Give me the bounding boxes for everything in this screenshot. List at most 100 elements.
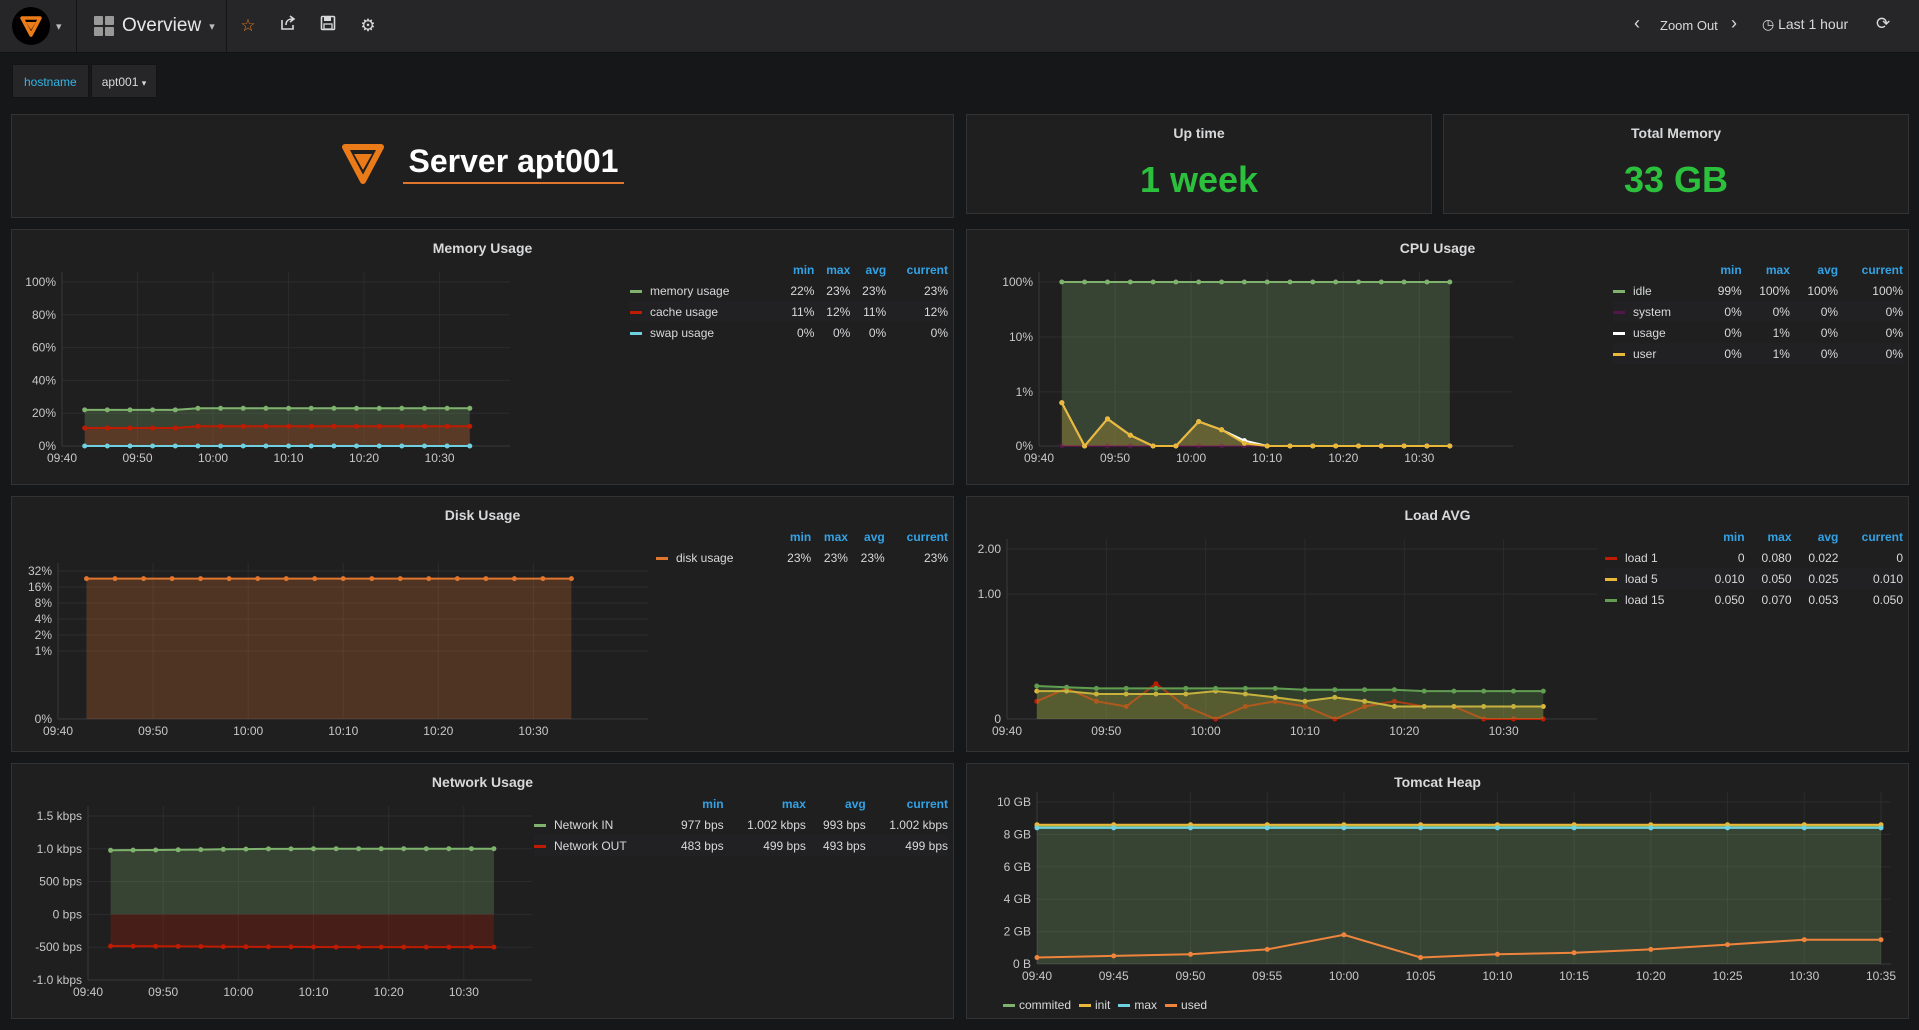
data-point [1241, 440, 1247, 446]
legend-series-name[interactable]: load 5 [1605, 568, 1698, 589]
legend-series-name[interactable]: disk usage [656, 547, 774, 568]
legend-row[interactable]: load 5 0.010 0.050 0.025 0.010 [1605, 568, 1903, 589]
legend-row[interactable]: user 0% 1% 0% 0% [1613, 343, 1903, 364]
legend-series-name[interactable]: cache usage [630, 301, 779, 322]
chevron-left-icon[interactable]: ‹ [1634, 13, 1640, 33]
tomcat-heap-chart: 10 GB 8 GB 6 GB 4 GB 2 GB 0 B09:40 09:45 09:50 0… [997, 792, 1896, 983]
data-point [1511, 716, 1516, 722]
data-point [1341, 932, 1347, 938]
caret-down-icon[interactable]: ▾ [56, 21, 62, 33]
data-point [376, 443, 382, 449]
legend-series-name[interactable]: Network OUT [534, 835, 664, 856]
data-point [1421, 704, 1427, 709]
data-point [141, 576, 147, 582]
legend-row[interactable]: load 15 0.050 0.070 0.053 0.050 [1605, 589, 1903, 610]
share-icon[interactable] [276, 14, 300, 38]
legend-table: min max avg current idle 99% 100% 100% 100% syste… [1613, 262, 1903, 364]
data-point [1111, 953, 1117, 959]
legend-row[interactable]: load 1 0 0.080 0.022 0 [1605, 547, 1903, 568]
chevron-right-icon[interactable]: › [1731, 13, 1737, 33]
data-point [1310, 279, 1316, 285]
legend-row[interactable]: Network OUT 483 bps 499 bps 493 bps 499 bps [534, 835, 948, 856]
legend-series-name[interactable]: memory usage [630, 280, 778, 301]
legend-series-name[interactable]: user [1613, 343, 1705, 364]
refresh-icon[interactable]: ⟳ [1876, 14, 1891, 33]
legend-current-value: 23% [923, 550, 948, 565]
legend-row[interactable]: cache usage 11% 12% 11% 12% [630, 301, 948, 322]
legend-series-name[interactable]: usage [1613, 322, 1704, 343]
legend-swatch [1605, 556, 1617, 560]
star-icon[interactable]: ☆ [240, 16, 256, 35]
legend-avg-value: 0.053 [1808, 592, 1839, 607]
data-point [1153, 685, 1159, 691]
series-area [1036, 691, 1544, 719]
data-point [1093, 698, 1099, 704]
data-point [240, 423, 246, 429]
data-point [218, 423, 224, 429]
data-point [1424, 443, 1430, 449]
legend-swatch [1613, 331, 1625, 335]
data-point [422, 443, 427, 449]
legend-row[interactable]: swap usage 0% 0% 0% 0% [630, 322, 948, 343]
gear-icon[interactable]: ⚙ [360, 16, 376, 35]
time-picker[interactable]: ◷ Last 1 hour [1762, 16, 1848, 33]
save-icon[interactable] [316, 14, 340, 38]
data-point [1264, 279, 1270, 285]
legend-item[interactable]: used [1165, 998, 1207, 1012]
data-point [1378, 279, 1384, 285]
data-point [1153, 691, 1159, 697]
data-point [1188, 825, 1193, 831]
legend-series-name[interactable]: system [1613, 301, 1705, 322]
legend-series-name[interactable]: Network IN [534, 814, 664, 835]
legend-series-name[interactable]: swap usage [630, 322, 778, 343]
legend-label: load 1 [1625, 550, 1658, 565]
legend-series-name[interactable]: load 1 [1605, 547, 1698, 568]
legend-avg-value: 0.025 [1791, 568, 1839, 589]
data-point [356, 944, 362, 950]
data-point [354, 443, 359, 449]
y-tick-label: 6 GB [1004, 860, 1031, 874]
data-point [104, 425, 110, 431]
legend-row[interactable]: Network IN 977 bps 1.002 kbps 993 bps 1.002 … [534, 814, 948, 835]
data-point [1801, 825, 1807, 831]
y-tick-label: 1.5 kbps [37, 809, 82, 823]
time-range-label: Last 1 hour [1778, 16, 1849, 32]
data-point [1333, 279, 1339, 285]
zoom-out-button[interactable]: Zoom Out [1660, 18, 1718, 33]
app-logo-button[interactable] [12, 7, 50, 45]
legend-series-name[interactable]: idle [1613, 280, 1704, 301]
legend-row[interactable]: system 0% 0% 0% 0% [1613, 301, 1903, 322]
legend-avg-value: 23% [860, 550, 885, 565]
data-point [399, 423, 405, 429]
chart-legend: min max avg current memory usage 22% 23% 23% 23%… [630, 262, 948, 343]
legend-row[interactable]: usage 0% 1% 0% 0% [1613, 322, 1903, 343]
legend-max-value: 1.002 kbps [747, 817, 806, 832]
legend-item[interactable]: init [1079, 998, 1110, 1012]
data-point [483, 576, 489, 582]
legend-series-name[interactable]: load 15 [1605, 589, 1698, 610]
data-point [288, 846, 294, 852]
x-tick-label: 10:30 [1789, 969, 1819, 983]
variable-dropdown[interactable]: apt001 ▾ [90, 64, 158, 98]
dashboard-picker[interactable]: Overview ▾ [94, 12, 215, 40]
legend-avg-value: 0.022 [1808, 550, 1839, 565]
data-point [286, 443, 292, 449]
y-tick-label: 0% [1016, 439, 1034, 453]
y-tick-label: 1% [1016, 385, 1034, 399]
y-tick-label: 20% [32, 406, 56, 420]
legend-item[interactable]: commited [1003, 998, 1071, 1012]
legend-row[interactable]: disk usage 23% 23% 23% 23% [656, 547, 948, 568]
legend-avg-value: 0% [868, 325, 887, 340]
series-area [110, 914, 494, 948]
legend-row[interactable]: idle 99% 100% 100% 100% [1613, 280, 1903, 301]
series-area [84, 426, 470, 446]
series-line [1036, 933, 1881, 959]
data-point [1494, 951, 1500, 957]
data-point [312, 576, 318, 582]
data-point [1272, 685, 1278, 691]
legend-current-value: 12% [886, 301, 948, 322]
x-tick-label: 10:20 [423, 724, 453, 738]
y-tick-label: 1.00 [978, 587, 1002, 601]
legend-item[interactable]: max [1118, 998, 1157, 1012]
legend-row[interactable]: memory usage 22% 23% 23% 23% [630, 280, 948, 301]
